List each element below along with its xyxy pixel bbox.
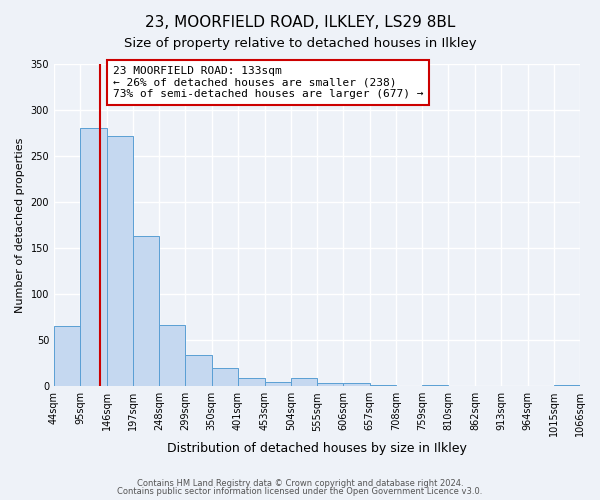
Bar bbox=[80, 128, 107, 386]
Bar bbox=[54, 326, 80, 386]
Bar bbox=[107, 136, 133, 386]
Bar bbox=[265, 382, 291, 386]
Y-axis label: Number of detached properties: Number of detached properties bbox=[15, 138, 25, 313]
Bar bbox=[159, 324, 185, 386]
Bar bbox=[212, 368, 238, 386]
Bar bbox=[343, 384, 370, 386]
Text: Size of property relative to detached houses in Ilkley: Size of property relative to detached ho… bbox=[124, 38, 476, 51]
Text: Contains HM Land Registry data © Crown copyright and database right 2024.: Contains HM Land Registry data © Crown c… bbox=[137, 478, 463, 488]
Text: 23, MOORFIELD ROAD, ILKLEY, LS29 8BL: 23, MOORFIELD ROAD, ILKLEY, LS29 8BL bbox=[145, 15, 455, 30]
Text: Contains public sector information licensed under the Open Government Licence v3: Contains public sector information licen… bbox=[118, 487, 482, 496]
Bar bbox=[133, 236, 159, 386]
Bar bbox=[317, 382, 343, 386]
Bar bbox=[291, 378, 317, 386]
Bar bbox=[238, 378, 265, 386]
Text: 23 MOORFIELD ROAD: 133sqm
← 26% of detached houses are smaller (238)
73% of semi: 23 MOORFIELD ROAD: 133sqm ← 26% of detac… bbox=[113, 66, 423, 99]
X-axis label: Distribution of detached houses by size in Ilkley: Distribution of detached houses by size … bbox=[167, 442, 467, 455]
Bar bbox=[185, 355, 212, 386]
